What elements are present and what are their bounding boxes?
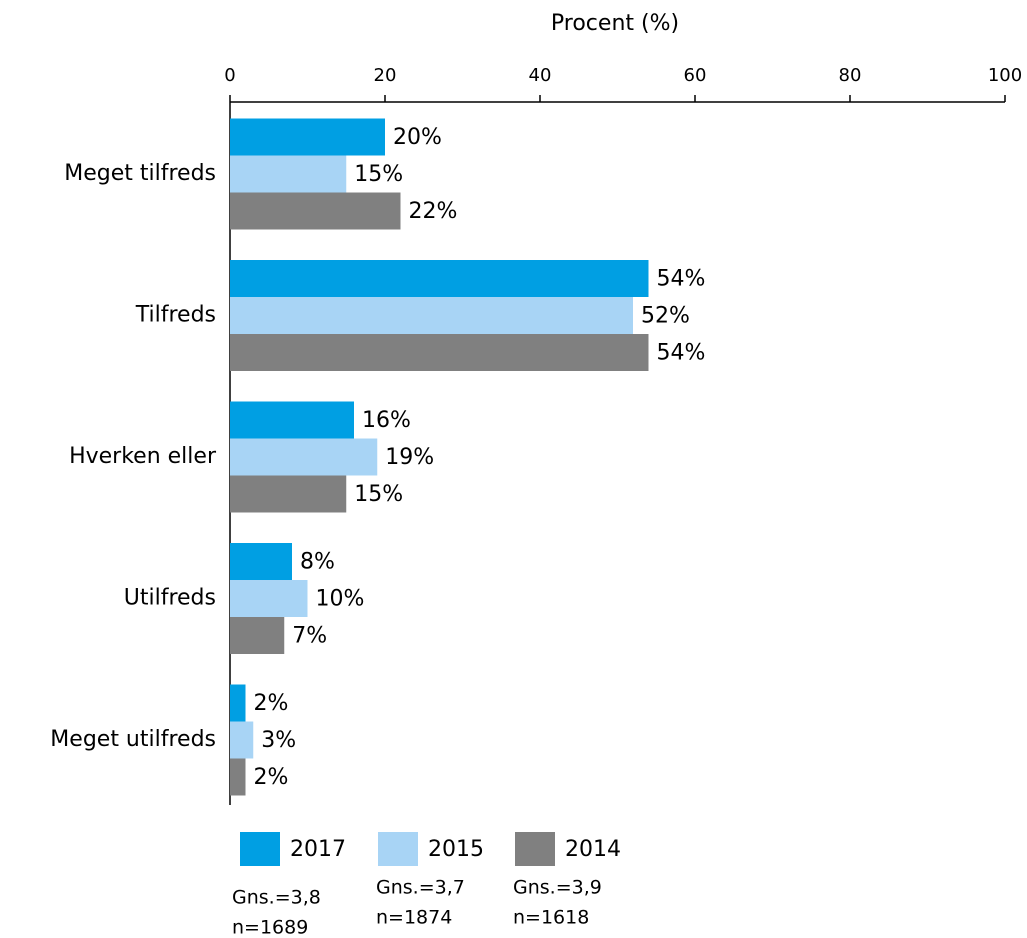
note: Gns.=3,9 — [513, 877, 602, 899]
value-label: 15% — [354, 162, 403, 187]
x-tick-label: 80 — [839, 65, 862, 86]
x-tick-label: 60 — [684, 65, 707, 86]
x-tick-label: 40 — [529, 65, 552, 86]
value-label: 52% — [641, 304, 690, 329]
note: Gns.=3,8 — [232, 887, 321, 909]
y-tick-label: Utilfreds — [124, 586, 216, 611]
note: n=1618 — [513, 907, 589, 929]
y-tick-label: Tilfreds — [135, 303, 216, 328]
bar — [230, 438, 378, 476]
legend-label: 2014 — [565, 837, 621, 862]
bar — [230, 684, 246, 722]
value-label: 3% — [261, 728, 296, 753]
bar — [230, 334, 649, 371]
value-label: 15% — [354, 482, 403, 507]
legend-label: 2017 — [290, 837, 346, 862]
bar — [230, 297, 633, 334]
bar — [230, 118, 385, 156]
bar — [230, 543, 292, 580]
x-tick-label: 20 — [374, 65, 397, 86]
bar — [230, 192, 401, 230]
x-tick-label: 0 — [224, 65, 235, 86]
bar — [230, 401, 354, 439]
bar — [230, 758, 246, 796]
bar — [230, 155, 347, 193]
legend-swatch — [378, 832, 418, 866]
y-tick-label: Meget utilfreds — [50, 727, 216, 752]
value-label: 2% — [254, 691, 289, 716]
value-label: 54% — [657, 341, 706, 366]
bar — [230, 617, 285, 654]
value-label: 19% — [385, 445, 434, 470]
value-label: 22% — [409, 199, 458, 224]
bar — [230, 721, 254, 759]
legend-label: 2015 — [428, 837, 484, 862]
bar — [230, 475, 347, 513]
value-label: 20% — [393, 125, 442, 150]
note: n=1874 — [376, 907, 452, 929]
x-tick-label: 100 — [988, 65, 1022, 86]
value-label: 16% — [362, 408, 411, 433]
value-label: 10% — [316, 587, 365, 612]
legend-swatch — [240, 832, 280, 866]
x-axis-label: Procent (%) — [551, 11, 679, 36]
note: Gns.=3,7 — [376, 877, 465, 899]
legend-swatch — [515, 832, 555, 866]
bar — [230, 260, 649, 297]
y-tick-label: Meget tilfreds — [64, 161, 216, 186]
value-label: 7% — [292, 624, 327, 649]
value-label: 2% — [254, 765, 289, 790]
note: n=1689 — [232, 917, 308, 938]
y-tick-label: Hverken eller — [69, 444, 217, 469]
value-label: 8% — [300, 550, 335, 575]
bar — [230, 580, 308, 617]
value-label: 54% — [657, 267, 706, 292]
